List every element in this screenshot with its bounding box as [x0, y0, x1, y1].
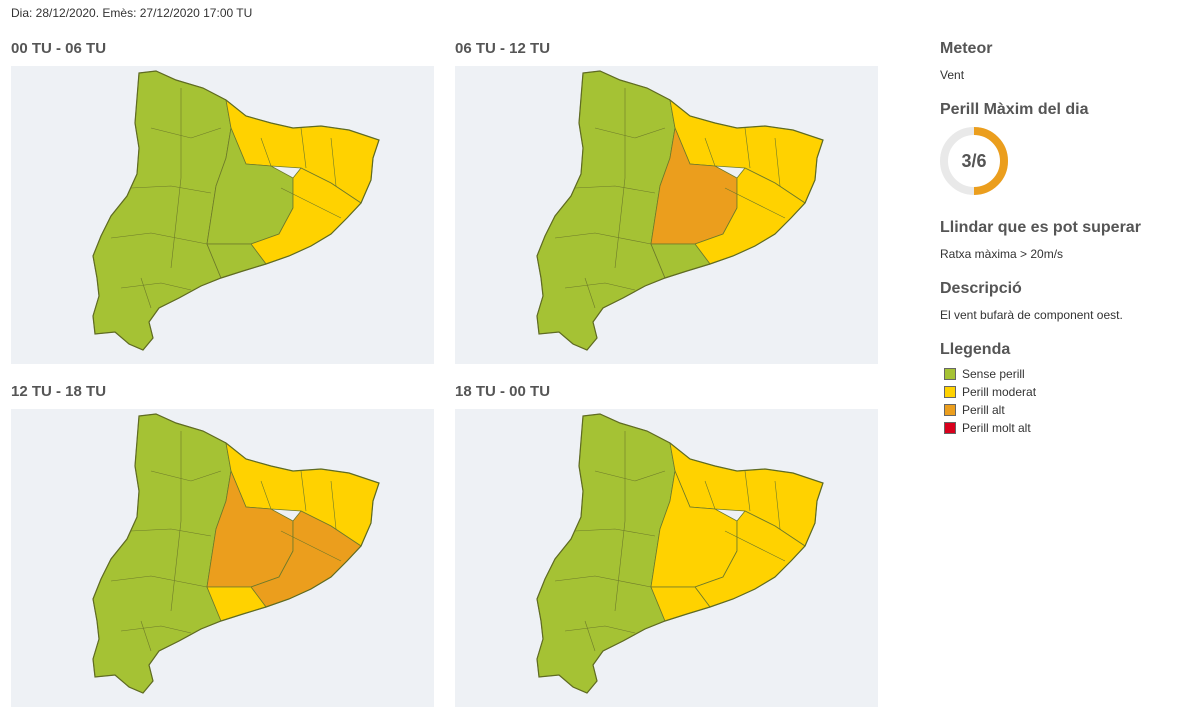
comarca-border [130, 185, 212, 194]
legend-item-alt: Perill alt [944, 401, 1036, 419]
map-outline [536, 413, 824, 694]
legend-list: Sense perill Perill moderat Perill alt P… [944, 365, 1036, 437]
comarca-border [120, 625, 192, 634]
comarca-border [110, 575, 208, 588]
threshold-section: Llindar que es pot superar Ratxa màxima … [940, 219, 1141, 261]
catalonia-map [92, 70, 380, 351]
legend-swatch [944, 386, 956, 398]
map-zone-west[interactable] [92, 413, 232, 694]
comarca-border [260, 480, 272, 510]
map-outline [92, 70, 380, 351]
meteor-section: Meteor Vent [940, 40, 992, 82]
map-zone-west[interactable] [92, 70, 232, 351]
legend-label: Perill moderat [962, 385, 1037, 399]
comarca-border [280, 530, 342, 562]
panel-title-3: 12 TU - 18 TU [11, 383, 107, 400]
comarca-border [300, 127, 307, 169]
comarca-border [554, 232, 652, 245]
gauge-label: 3/6 [961, 151, 986, 171]
map-zone-west[interactable] [536, 413, 676, 694]
comarca-border [170, 88, 182, 269]
map-panel-1[interactable] [11, 66, 434, 364]
threshold-value: Ratxa màxima > 20m/s [940, 247, 1064, 261]
panel-title-1: 00 TU - 06 TU [11, 40, 107, 57]
map-outline [92, 413, 380, 694]
panel-title-4: 18 TU - 00 TU [455, 383, 551, 400]
gauge-arc [973, 127, 1008, 195]
comarca-border [330, 137, 337, 187]
legend-item-sense: Sense perill [944, 365, 1036, 383]
comarca-border [280, 187, 342, 219]
panel-title-2: 06 TU - 12 TU [455, 40, 551, 57]
map-outline [536, 70, 824, 351]
max-danger-section: Perill Màxim del dia [940, 101, 1089, 119]
legend-swatch [944, 404, 956, 416]
comarca-border [140, 277, 152, 309]
comarca-border [724, 530, 786, 562]
max-danger-heading: Perill Màxim del dia [940, 101, 1089, 118]
comarca-border [774, 480, 781, 530]
comarca-border [774, 137, 781, 187]
comarca-border [150, 127, 222, 139]
comarca-border [614, 431, 626, 612]
comarca-border [120, 282, 192, 291]
comarca-border [584, 277, 596, 309]
meteor-value: Vent [940, 68, 965, 82]
description-heading: Descripció [940, 280, 1022, 297]
comarca-border [744, 127, 751, 169]
comarca-border [594, 127, 666, 139]
legend-label: Sense perill [962, 367, 1025, 381]
comarca-border [110, 232, 208, 245]
description-section: Descripció El vent bufarà de component o… [940, 280, 1123, 322]
meteor-heading: Meteor [940, 40, 993, 57]
description-value: El vent bufarà de component oest. [940, 308, 1123, 322]
legend-heading: Llegenda [940, 341, 1011, 358]
legend-item-molt-alt: Perill molt alt [944, 419, 1036, 437]
comarca-border [170, 431, 182, 612]
legend-label: Perill molt alt [962, 421, 1031, 435]
comarca-border [574, 528, 656, 537]
comarca-border [574, 185, 656, 194]
comarca-border [564, 625, 636, 634]
issued-date: Dia: 28/12/2020. Emès: 27/12/2020 17:00 … [11, 6, 253, 20]
map-panel-2[interactable] [455, 66, 878, 364]
catalonia-map [536, 413, 824, 694]
danger-gauge: 3/6 [940, 127, 1008, 195]
comarca-border [724, 187, 786, 219]
comarca-border [140, 620, 152, 652]
legend-swatch [944, 368, 956, 380]
comarca-border [594, 470, 666, 482]
legend-label: Perill alt [962, 403, 1005, 417]
threshold-heading: Llindar que es pot superar [940, 219, 1141, 236]
map-zone-west[interactable] [536, 70, 676, 351]
comarca-border [300, 470, 307, 512]
comarca-border [584, 620, 596, 652]
catalonia-map [92, 413, 380, 694]
comarca-border [704, 137, 716, 167]
comarca-border [564, 282, 636, 291]
comarca-border [744, 470, 751, 512]
legend-item-moderat: Perill moderat [944, 383, 1036, 401]
comarca-border [554, 575, 652, 588]
legend-section: Llegenda Sense perill Perill moderat Per… [940, 341, 1036, 437]
legend-swatch [944, 422, 956, 434]
comarca-border [614, 88, 626, 269]
comarca-border [330, 480, 337, 530]
comarca-border [150, 470, 222, 482]
comarca-border [260, 137, 272, 167]
comarca-border [130, 528, 212, 537]
catalonia-map [536, 70, 824, 351]
map-panel-4[interactable] [455, 409, 878, 707]
comarca-border [704, 480, 716, 510]
map-panel-3[interactable] [11, 409, 434, 707]
